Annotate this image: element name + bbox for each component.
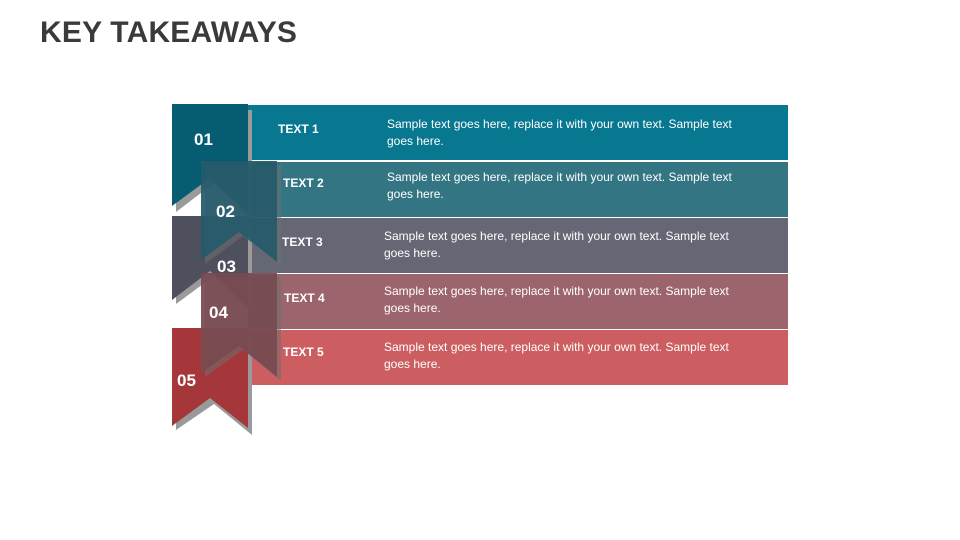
band-label-2: TEXT 2 <box>283 176 324 190</box>
ribbon-4 <box>201 273 277 377</box>
band-text-4: Sample text goes here, replace it with y… <box>384 284 729 315</box>
marker-number-3: 03 <box>217 257 236 276</box>
band-text-3: Sample text goes here, replace it with y… <box>384 229 729 260</box>
band-4: TEXT 4 Sample text goes here, replace it… <box>248 274 788 329</box>
marker-number-1: 01 <box>194 130 213 149</box>
band-text-5: Sample text goes here, replace it with y… <box>384 340 729 371</box>
band-text-1: Sample text goes here, replace it with y… <box>387 117 732 148</box>
ribbon-2 <box>201 161 277 262</box>
band-5: TEXT 5 Sample text goes here, replace it… <box>248 330 788 385</box>
marker-number-4: 04 <box>209 303 228 322</box>
band-label-5: TEXT 5 <box>283 345 324 359</box>
band-3: TEXT 3 Sample text goes here, replace it… <box>248 218 788 273</box>
band-label-4: TEXT 4 <box>284 291 325 305</box>
page-title: KEY TAKEAWAYS <box>40 16 298 49</box>
band-label-3: TEXT 3 <box>282 235 323 249</box>
marker-number-2: 02 <box>216 202 235 221</box>
marker-number-5: 05 <box>177 371 196 390</box>
band-label-1: TEXT 1 <box>278 122 319 136</box>
band-text-2: Sample text goes here, replace it with y… <box>387 170 732 201</box>
band-2: TEXT 2 Sample text goes here, replace it… <box>248 162 788 217</box>
band-1: TEXT 1 Sample text goes here, replace it… <box>248 105 788 160</box>
